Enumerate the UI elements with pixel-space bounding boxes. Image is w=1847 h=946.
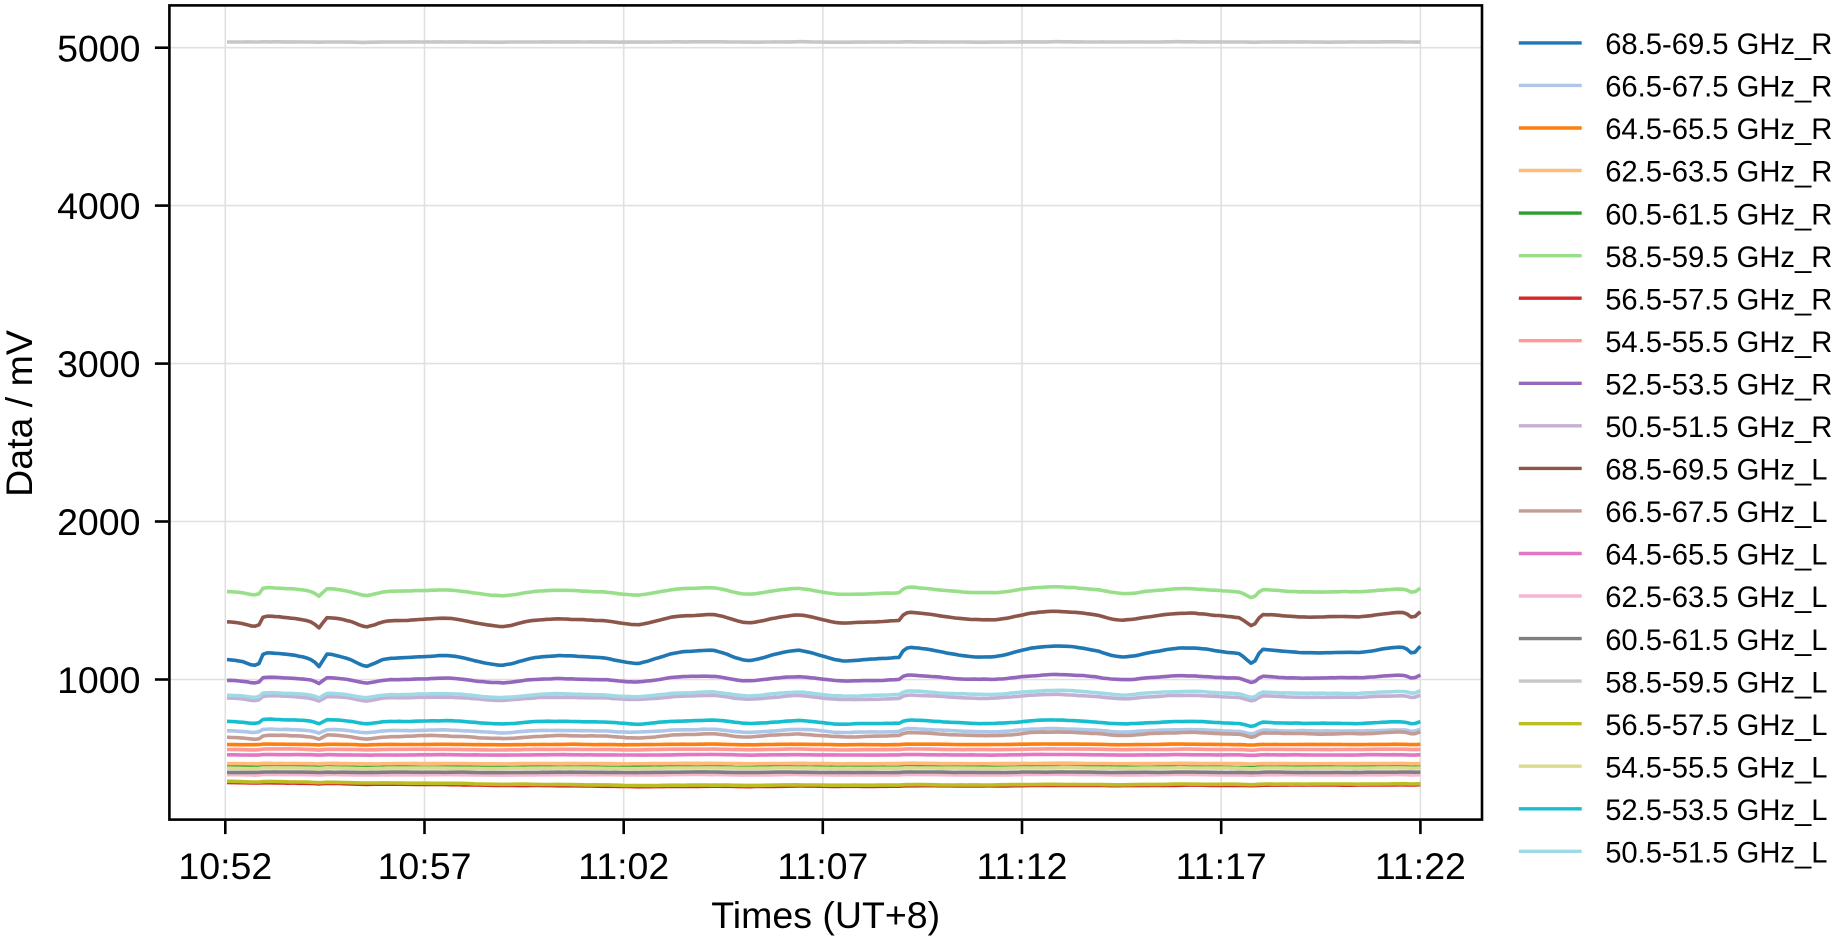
svg-text:Times (UT+8): Times (UT+8) (711, 894, 940, 936)
svg-text:56.5-57.5 GHz_R: 56.5-57.5 GHz_R (1605, 284, 1832, 316)
svg-text:54.5-55.5 GHz_R: 54.5-55.5 GHz_R (1605, 327, 1832, 359)
svg-text:10:52: 10:52 (178, 845, 272, 887)
svg-text:62.5-63.5 GHz_R: 62.5-63.5 GHz_R (1605, 157, 1832, 189)
svg-text:2000: 2000 (57, 501, 140, 543)
svg-text:52.5-53.5 GHz_R: 52.5-53.5 GHz_R (1605, 370, 1832, 402)
svg-text:60.5-61.5 GHz_R: 60.5-61.5 GHz_R (1605, 199, 1832, 231)
svg-text:3000: 3000 (57, 343, 140, 385)
svg-text:10:57: 10:57 (378, 845, 472, 887)
svg-text:5000: 5000 (57, 27, 140, 69)
svg-text:54.5-55.5 GHz_L: 54.5-55.5 GHz_L (1605, 752, 1827, 784)
svg-text:50.5-51.5 GHz_R: 50.5-51.5 GHz_R (1605, 412, 1832, 444)
svg-text:4000: 4000 (57, 185, 140, 227)
svg-text:50.5-51.5 GHz_L: 50.5-51.5 GHz_L (1605, 838, 1827, 870)
svg-text:56.5-57.5 GHz_L: 56.5-57.5 GHz_L (1605, 710, 1827, 742)
svg-text:52.5-53.5 GHz_L: 52.5-53.5 GHz_L (1605, 795, 1827, 827)
svg-text:62.5-63.5 GHz_L: 62.5-63.5 GHz_L (1605, 582, 1827, 614)
svg-text:64.5-65.5 GHz_R: 64.5-65.5 GHz_R (1605, 114, 1832, 146)
svg-text:11:17: 11:17 (1176, 845, 1267, 887)
svg-text:60.5-61.5 GHz_L: 60.5-61.5 GHz_L (1605, 625, 1827, 657)
svg-text:11:12: 11:12 (976, 845, 1067, 887)
svg-text:68.5-69.5 GHz_L: 68.5-69.5 GHz_L (1605, 455, 1827, 487)
svg-text:66.5-67.5 GHz_L: 66.5-67.5 GHz_L (1605, 497, 1827, 529)
svg-text:58.5-59.5 GHz_R: 58.5-59.5 GHz_R (1605, 242, 1832, 274)
svg-text:11:07: 11:07 (777, 845, 868, 887)
svg-text:58.5-59.5 GHz_L: 58.5-59.5 GHz_L (1605, 667, 1827, 699)
svg-text:66.5-67.5 GHz_R: 66.5-67.5 GHz_R (1605, 72, 1832, 104)
svg-text:64.5-65.5 GHz_L: 64.5-65.5 GHz_L (1605, 540, 1827, 572)
svg-text:11:02: 11:02 (578, 845, 669, 887)
svg-text:68.5-69.5 GHz_R: 68.5-69.5 GHz_R (1605, 29, 1832, 61)
svg-text:1000: 1000 (57, 659, 140, 701)
svg-text:Data / mV: Data / mV (0, 330, 40, 497)
svg-text:11:22: 11:22 (1375, 845, 1466, 887)
